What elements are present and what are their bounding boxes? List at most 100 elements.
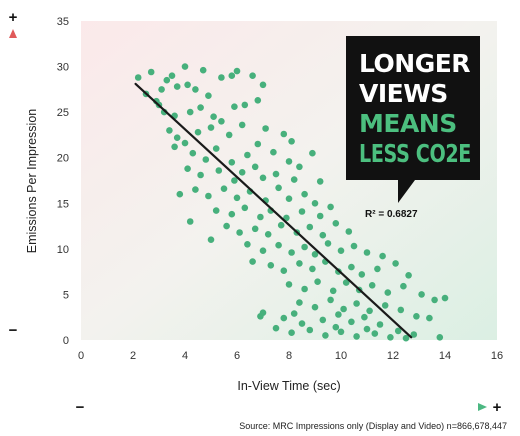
y-tick-label: 30 — [57, 62, 69, 74]
data-point — [238, 121, 246, 129]
data-point — [306, 326, 314, 334]
data-point — [233, 67, 241, 75]
data-point — [426, 314, 433, 322]
data-point — [397, 306, 405, 314]
data-point — [257, 213, 264, 221]
data-point — [199, 66, 207, 74]
x-tick-label: 14 — [439, 350, 451, 362]
callout-line-4: LESS CO2E — [359, 139, 471, 168]
data-point — [262, 125, 269, 132]
data-point — [171, 143, 178, 151]
data-point — [311, 251, 319, 258]
data-point — [394, 327, 402, 335]
data-point — [340, 305, 347, 313]
x-tick-label: 2 — [130, 350, 136, 362]
data-point — [241, 204, 249, 212]
data-point — [363, 249, 371, 256]
data-point — [220, 185, 228, 192]
data-point — [368, 282, 376, 289]
data-point — [345, 228, 353, 235]
data-point — [348, 318, 355, 326]
data-point — [441, 294, 449, 302]
data-point — [228, 210, 236, 218]
data-point — [298, 320, 306, 327]
data-point — [285, 281, 293, 288]
arrow-up-icon — [9, 29, 17, 38]
data-point — [301, 285, 308, 293]
data-point — [337, 247, 345, 254]
r-squared-label: R² = 0.6827 — [365, 209, 418, 220]
y-axis-title: Emissions Per Impression — [25, 109, 39, 254]
data-point — [285, 158, 293, 165]
data-point — [298, 208, 306, 215]
x-tick-label: 12 — [387, 350, 399, 362]
x-tick-label: 0 — [78, 350, 84, 362]
data-point — [173, 134, 181, 141]
data-point — [259, 81, 267, 89]
data-point — [322, 332, 329, 339]
y-tick-label: 5 — [63, 289, 69, 301]
data-point — [231, 103, 238, 110]
data-point — [288, 249, 295, 256]
data-point — [202, 156, 210, 163]
data-point — [189, 149, 197, 157]
data-point — [316, 212, 324, 220]
data-point — [186, 108, 194, 116]
data-point — [166, 127, 173, 134]
data-point — [194, 128, 202, 136]
data-point — [296, 260, 303, 267]
data-point — [405, 272, 412, 279]
data-point — [290, 310, 298, 317]
data-point — [363, 325, 371, 333]
data-point — [249, 72, 256, 79]
y-plus-sign: + — [9, 9, 18, 26]
callout-box: LONGER VIEWS MEANS LESS CO2E — [346, 36, 480, 203]
arrow-right-icon — [478, 403, 487, 411]
x-minus-sign: − — [76, 399, 85, 416]
data-point — [361, 313, 368, 321]
data-points — [134, 63, 449, 342]
data-point — [212, 207, 220, 214]
x-tick-label: 6 — [234, 350, 240, 362]
data-point — [231, 177, 238, 184]
data-point — [381, 302, 389, 309]
data-point — [249, 258, 256, 265]
x-tick-label: 8 — [286, 350, 292, 362]
data-point — [387, 334, 394, 341]
data-point — [184, 165, 191, 172]
data-point — [197, 171, 204, 179]
data-point — [410, 331, 418, 338]
data-point — [306, 223, 314, 231]
data-point — [288, 138, 295, 145]
x-plus-sign: + — [493, 399, 502, 416]
data-point — [205, 92, 212, 99]
data-point — [309, 149, 316, 157]
x-tick-label: 4 — [182, 350, 188, 362]
data-point — [244, 151, 251, 159]
data-point — [329, 287, 337, 295]
data-point — [272, 170, 280, 178]
x-tick-label: 16 — [491, 350, 503, 362]
data-point — [342, 279, 350, 286]
data-point — [181, 139, 189, 147]
data-point — [225, 131, 233, 139]
data-point — [192, 186, 199, 193]
data-point — [218, 118, 225, 125]
data-point — [348, 263, 355, 271]
data-point — [192, 86, 199, 93]
data-point — [285, 195, 293, 202]
data-point — [301, 190, 308, 198]
data-point — [384, 289, 392, 296]
data-point — [392, 260, 399, 267]
data-point — [316, 178, 324, 185]
data-point — [134, 74, 142, 81]
data-point — [309, 265, 316, 273]
data-point — [267, 262, 275, 269]
x-axis-title: In-View Time (sec) — [237, 379, 340, 393]
data-point — [319, 231, 327, 239]
y-direction-arrow: + − — [9, 9, 18, 339]
data-point — [236, 229, 243, 236]
data-point — [251, 163, 259, 171]
data-point — [379, 252, 386, 260]
